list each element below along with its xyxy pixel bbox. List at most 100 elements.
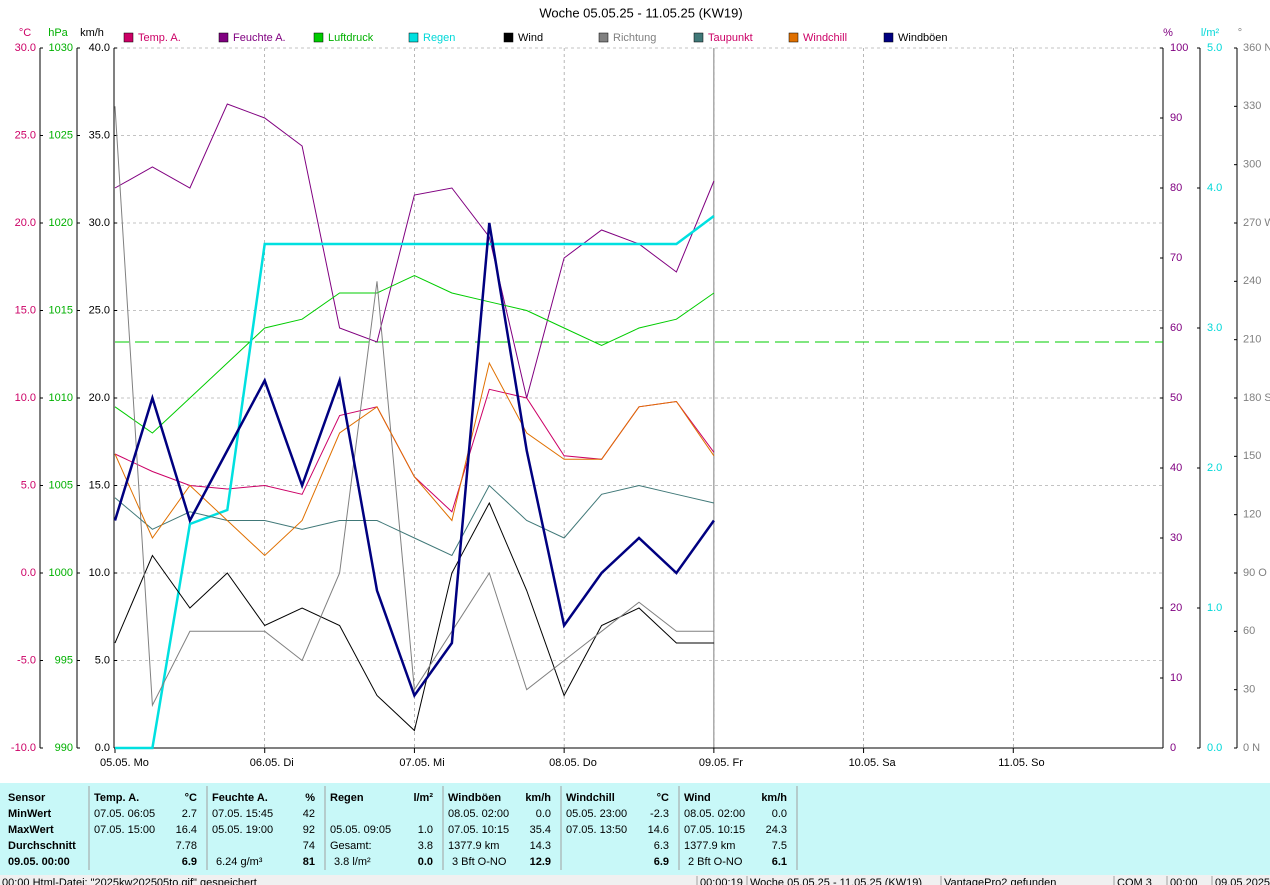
summary-unit: l/m²: [413, 792, 433, 804]
y-tick-label: 180 S: [1243, 392, 1270, 404]
legend-swatch: [218, 32, 229, 43]
y-tick-label: 5.0: [1207, 42, 1222, 54]
legend-label: Luftdruck: [328, 32, 374, 44]
y-tick-label: 10.0: [89, 567, 110, 579]
y-tick-label: 1000: [49, 567, 73, 579]
x-tick-label: 09.05. Fr: [699, 757, 743, 769]
summary-label: 08.05. 02:00: [684, 808, 745, 820]
y-tick-label: 80: [1170, 182, 1182, 194]
summary-value: 74: [303, 840, 315, 852]
summary-header: Windchill: [566, 792, 615, 804]
y-tick-label: 360 N: [1243, 42, 1270, 54]
summary-value: 42: [303, 808, 315, 820]
y-tick-label: 25.0: [89, 304, 110, 316]
legend-swatch: [313, 32, 324, 43]
summary-label: 3.8 l/m²: [334, 856, 371, 868]
y-tick-label: 60: [1243, 625, 1255, 637]
y-tick-label: 1.0: [1207, 602, 1222, 614]
series-line: [114, 361, 715, 557]
y-tick-label: 0.0: [95, 742, 110, 754]
summary-value: 16.4: [176, 824, 197, 836]
summary-row-label: 09.05. 00:00: [8, 856, 70, 868]
y-tick-label: 20.0: [89, 392, 110, 404]
summary-value: 14.6: [648, 824, 669, 836]
legend-swatch: [408, 32, 419, 43]
summary-label: 07.05. 10:15: [448, 824, 509, 836]
legend-swatch: [883, 32, 894, 43]
legend-swatch: [788, 32, 799, 43]
y-tick-label: 1030: [49, 42, 73, 54]
y-tick-label: 30.0: [15, 42, 36, 54]
legend-swatch: [123, 32, 134, 43]
y-tick-label: 30: [1243, 684, 1255, 696]
summary-label: 07.05. 06:05: [94, 808, 155, 820]
summary-header: Sensor: [8, 792, 46, 804]
y-tick-label: 35.0: [89, 129, 110, 141]
summary-value: 7.5: [772, 840, 787, 852]
status-background: [0, 875, 1270, 885]
summary-value: 3.8: [418, 840, 433, 852]
y-tick-label: 1020: [49, 217, 73, 229]
summary-value: 24.3: [766, 824, 787, 836]
summary-value: 14.3: [530, 840, 551, 852]
status-text: 00:00: [1170, 877, 1198, 885]
x-tick-label: 07.05. Mi: [399, 757, 444, 769]
summary-label: 08.05. 02:00: [448, 808, 509, 820]
axis-unit: °C: [19, 27, 31, 39]
summary-label: 05.05. 19:00: [212, 824, 273, 836]
axis-unit: km/h: [80, 27, 104, 39]
axis-unit: l/m²: [1201, 27, 1220, 39]
summary-label: 07.05. 15:45: [212, 808, 273, 820]
summary-value: -2.3: [650, 808, 669, 820]
summary-value: 0.0: [418, 856, 433, 868]
y-tick-label: 30: [1170, 532, 1182, 544]
y-tick-label: 5.0: [21, 479, 36, 491]
y-tick-label: 3.0: [1207, 322, 1222, 334]
y-tick-label: 70: [1170, 252, 1182, 264]
summary-value: 0.0: [536, 808, 551, 820]
y-tick-label: 10.0: [15, 392, 36, 404]
summary-background: [0, 783, 1270, 875]
summary-value: 2.7: [182, 808, 197, 820]
summary-value: 12.9: [530, 856, 551, 868]
y-tick-label: 0: [1170, 742, 1176, 754]
summary-value: 81: [303, 856, 315, 868]
summary-label: Gesamt:: [330, 840, 372, 852]
summary-unit: °C: [185, 792, 197, 804]
y-tick-label: 210: [1243, 334, 1261, 346]
y-tick-label: -10.0: [11, 742, 36, 754]
series-line: [114, 274, 715, 434]
summary-header: Temp. A.: [94, 792, 139, 804]
y-tick-label: 20: [1170, 602, 1182, 614]
summary-label: 07.05. 10:15: [684, 824, 745, 836]
legend-swatch: [693, 32, 704, 43]
summary-row-label: MinWert: [8, 808, 52, 820]
y-tick-label: 40: [1170, 462, 1182, 474]
summary-value: 6.9: [654, 856, 669, 868]
y-tick-label: 1025: [49, 129, 73, 141]
y-tick-label: 1005: [49, 479, 73, 491]
summary-unit: km/h: [525, 792, 551, 804]
summary-value: 6.3: [654, 840, 669, 852]
y-tick-label: 60: [1170, 322, 1182, 334]
x-tick-label: 06.05. Di: [250, 757, 294, 769]
summary-label: 05.05. 23:00: [566, 808, 627, 820]
status-text: 09.05.2025: [1215, 877, 1270, 885]
legend-swatch: [503, 32, 514, 43]
legend-label: Taupunkt: [708, 32, 753, 44]
y-tick-label: 5.0: [95, 654, 110, 666]
y-tick-label: 25.0: [15, 129, 36, 141]
y-tick-label: 0.0: [1207, 742, 1222, 754]
summary-label: 07.05. 13:50: [566, 824, 627, 836]
y-tick-label: 20.0: [15, 217, 36, 229]
summary-unit: km/h: [761, 792, 787, 804]
summary-label: 1377.9 km: [684, 840, 735, 852]
y-tick-label: 990: [55, 742, 73, 754]
legend-label: Feuchte A.: [233, 32, 286, 44]
summary-header: Windböen: [448, 792, 501, 804]
summary-value: 35.4: [530, 824, 551, 836]
y-tick-label: 1010: [49, 392, 73, 404]
y-tick-label: 240: [1243, 275, 1261, 287]
series-line: [114, 103, 715, 399]
y-tick-label: -5.0: [17, 654, 36, 666]
